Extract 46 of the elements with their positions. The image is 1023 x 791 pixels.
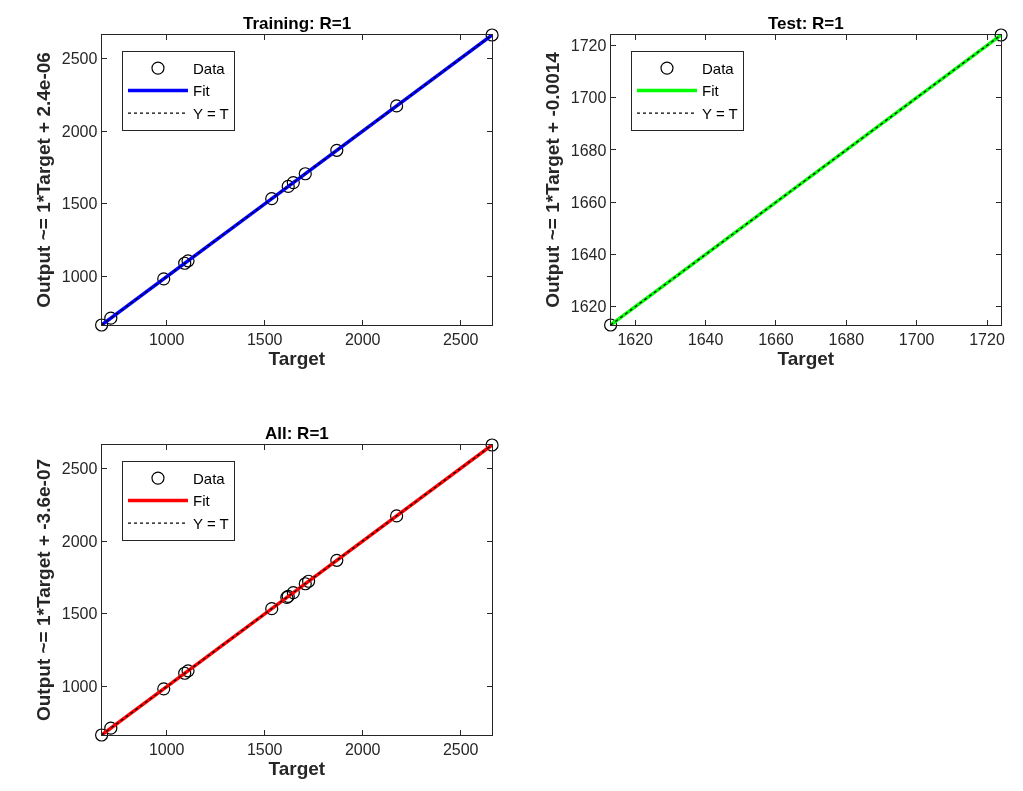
y-tick-label: 1700 — [570, 89, 607, 107]
x-tick-label: 1700 — [898, 331, 935, 349]
y-tick-label: 1640 — [570, 246, 607, 264]
x-tick-label: 1500 — [246, 331, 283, 349]
legend-label: Fit — [701, 82, 720, 100]
x-tick-label: 1640 — [687, 331, 724, 349]
y-tick-label: 2500 — [61, 49, 98, 67]
legend-label: Fit — [192, 492, 211, 510]
legend-label: Y = T — [192, 104, 229, 122]
chart-title: Training: R=1 — [243, 14, 352, 33]
y-tick-label: 1680 — [570, 141, 607, 159]
legend-label: Data — [192, 469, 226, 487]
legend-label: Y = T — [192, 514, 229, 532]
legend-label: Fit — [192, 82, 211, 100]
y-tick-label: 1500 — [61, 195, 98, 213]
x-tick-label: 1660 — [758, 331, 794, 349]
x-tick-label: 1000 — [148, 741, 185, 759]
x-axis-title: Target — [268, 758, 326, 780]
y-tick-label: 2000 — [61, 122, 98, 140]
x-axis-title: Target — [777, 348, 835, 370]
chart-title: Test: R=1 — [768, 14, 844, 33]
y-tick-label: 1720 — [570, 37, 607, 55]
y-tick-label: 2500 — [61, 459, 98, 477]
y-tick-label: 1620 — [570, 298, 607, 316]
y-axis-title: Output ~= 1*Target + -3.6e-07 — [32, 458, 54, 722]
y-tick-label: 1000 — [61, 678, 98, 696]
y-tick-label: 2000 — [61, 532, 98, 550]
chart-title: All: R=1 — [265, 424, 329, 443]
x-tick-label: 1620 — [617, 331, 654, 349]
y-tick-label: 1000 — [61, 268, 98, 286]
x-tick-label: 2500 — [442, 331, 479, 349]
y-tick-label: 1500 — [61, 605, 98, 623]
y-tick-label: 1660 — [570, 193, 607, 211]
legend-label: Y = T — [701, 104, 738, 122]
x-tick-label: 1680 — [828, 331, 865, 349]
x-axis-title: Target — [268, 348, 326, 370]
x-tick-label: 2500 — [442, 741, 479, 759]
y-axis-title: Output ~= 1*Target + 2.4e-06 — [32, 52, 54, 308]
x-tick-label: 1000 — [148, 331, 185, 349]
x-tick-label: 2000 — [344, 741, 381, 759]
y-axis-title: Output ~= 1*Target + -0.0014 — [541, 51, 563, 308]
legend-label: Data — [192, 59, 226, 77]
legend-label: Data — [701, 59, 735, 77]
x-tick-label: 1500 — [246, 741, 283, 759]
x-tick-label: 1720 — [969, 331, 1005, 349]
x-tick-label: 2000 — [344, 331, 381, 349]
